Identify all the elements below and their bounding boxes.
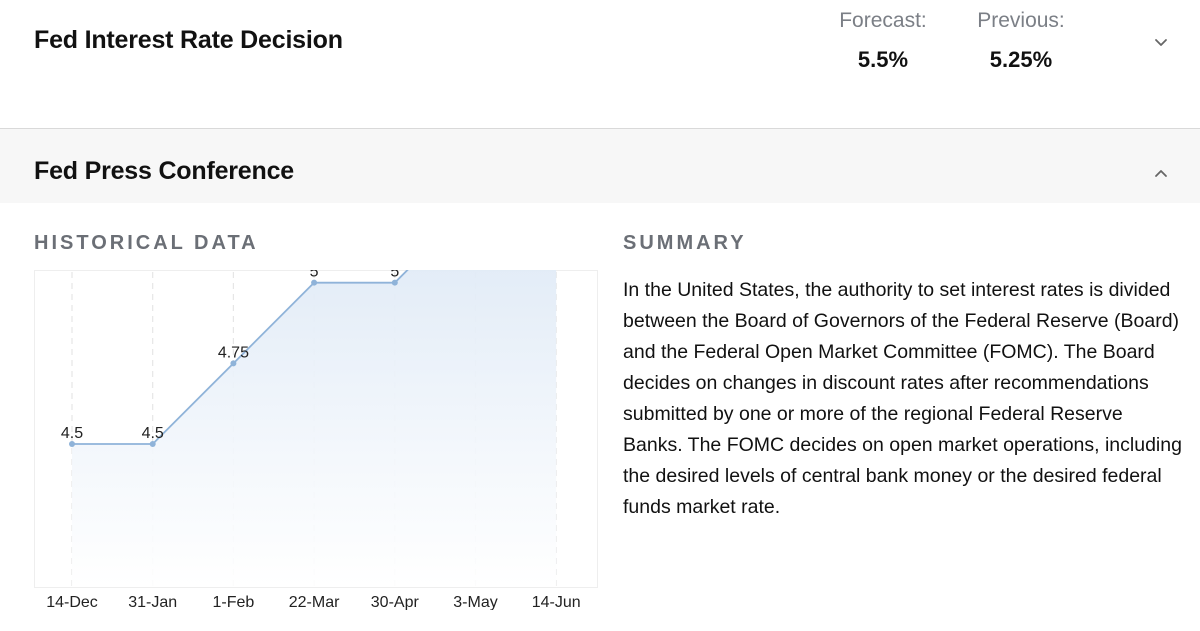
chart-area-fill [72,270,557,586]
forecast-label: Forecast: [839,9,927,32]
chart-value-label: 4.5 [142,425,164,442]
previous-label: Previous: [977,9,1065,32]
chart-value-label: 4.5 [61,425,83,442]
chart-x-tick-label: 30-Apr [371,594,420,610]
chart-points [69,279,398,447]
chart-x-tick-label: 14-Dec [46,594,98,610]
chart-value-label: 5 [390,270,399,281]
forecast-value: 5.5% [857,47,909,72]
summary-heading: SUMMARY [623,232,747,254]
chart-point[interactable] [391,279,398,286]
event-row[interactable]: Fed Interest Rate Decision Forecast: 5.5… [0,0,1200,129]
chart-value-label: 4.75 [218,344,249,361]
forecast-stat: Forecast: 5.5% [830,9,936,73]
section-header[interactable]: Fed Press Conference [0,129,1200,203]
historical-data-heading: HISTORICAL DATA [34,232,259,254]
previous-stat: Previous: 5.25% [968,9,1074,73]
chart-value-labels: 4.54.54.75555.255.25 [61,270,399,442]
press-conference-section: Fed Press Conference HISTORICAL DATA SUM… [0,129,1200,631]
chart-point[interactable] [69,441,75,447]
chart-x-tick-label: 14-Jun [532,594,581,610]
chart-point[interactable] [149,441,156,447]
event-title: Fed Interest Rate Decision [34,26,343,54]
section-title: Fed Press Conference [34,157,294,185]
summary-text: In the United States, the authority to s… [623,279,1182,518]
chevron-up-icon[interactable] [1153,165,1169,181]
chart-x-tick-labels: 14-Dec 31-Jan 1-Feb 22-Mar 30-Apr 3-May 14-Jun [46,594,580,610]
chart-x-tick-label: 22-Mar [289,594,340,610]
historical-chart: 4.54.54.75555.255.25 14-Dec31-Jan1-Feb22… [34,270,598,610]
previous-value: 5.25% [989,47,1053,72]
chart-value-label: 5 [310,270,319,281]
chart-x-tick-label: 31-Jan [128,594,177,610]
chart-x-tick-label: 1-Feb [213,594,255,610]
chevron-down-icon[interactable] [1153,34,1169,50]
chart-plot-frame [34,270,598,588]
chart-point[interactable] [311,279,318,286]
chart-x-tick-label: 3-May [453,594,497,610]
chart-point[interactable] [230,360,237,367]
